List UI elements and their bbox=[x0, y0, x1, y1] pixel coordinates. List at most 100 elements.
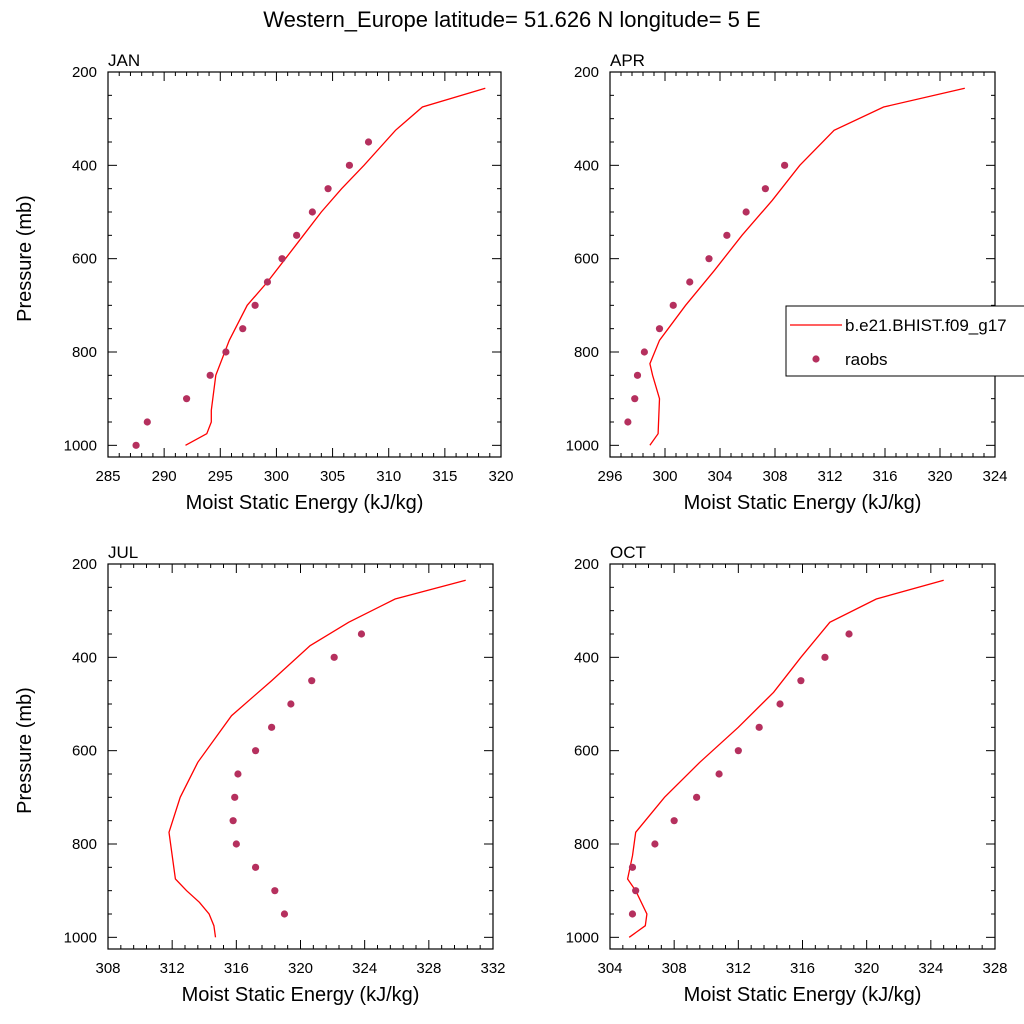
raobs-point bbox=[278, 255, 286, 263]
x-tick-label: 324 bbox=[918, 960, 943, 977]
legend-entry-model: b.e21.BHIST.f09_g17 bbox=[845, 316, 1007, 335]
plot-area bbox=[168, 579, 466, 938]
raobs-point bbox=[234, 770, 242, 778]
y-tick-label: 1000 bbox=[64, 929, 97, 946]
raobs-point bbox=[345, 161, 354, 169]
y-tick-label: 200 bbox=[574, 64, 599, 81]
x-tick-label: 332 bbox=[480, 960, 505, 977]
raobs-point bbox=[655, 325, 664, 333]
chart-panel-oct: OCT 304 308 312 316 320 324 328 200 400 600 800 1000… bbox=[566, 543, 1008, 1006]
model-series-line bbox=[626, 579, 944, 938]
raobs-point bbox=[715, 770, 723, 778]
x-tick-label: 312 bbox=[160, 960, 185, 977]
legend-entry-raobs: raobs bbox=[845, 350, 888, 369]
y-axis-title: Pressure (mb) bbox=[14, 195, 36, 322]
raobs-point bbox=[776, 700, 784, 708]
y-tick-label: 1000 bbox=[566, 929, 599, 946]
raobs-point bbox=[357, 630, 366, 638]
raobs-point bbox=[251, 863, 260, 871]
raobs-point bbox=[640, 348, 648, 356]
chart-panel-apr: APR 296 300 304 308 312 316 320 324 200 400 600 800 1… bbox=[566, 51, 1024, 514]
x-tick-label: 312 bbox=[726, 960, 751, 977]
y-tick-label: 400 bbox=[574, 157, 599, 174]
y-tick-label: 200 bbox=[72, 556, 97, 573]
x-tick-label: 300 bbox=[264, 468, 289, 485]
raobs-point bbox=[263, 278, 272, 286]
raobs-point bbox=[633, 371, 642, 379]
model-series-line bbox=[185, 87, 486, 446]
x-tick-label: 308 bbox=[762, 468, 787, 485]
y-tick-label: 600 bbox=[72, 743, 97, 760]
raobs-point bbox=[651, 840, 659, 848]
x-tick-label: 328 bbox=[982, 960, 1007, 977]
x-tick-label: 320 bbox=[927, 468, 952, 485]
raobs-point bbox=[845, 630, 853, 638]
y-tick-label: 800 bbox=[72, 836, 97, 853]
raobs-point bbox=[222, 348, 230, 356]
plot-frame bbox=[609, 71, 996, 458]
plot-frame bbox=[107, 563, 494, 950]
raobs-point bbox=[761, 185, 769, 193]
raobs-point bbox=[631, 395, 639, 403]
x-tick-label: 320 bbox=[288, 960, 313, 977]
x-tick-label: 324 bbox=[982, 468, 1007, 485]
x-tick-label: 300 bbox=[652, 468, 677, 485]
raobs-point bbox=[251, 301, 259, 309]
raobs-point bbox=[797, 677, 805, 685]
raobs-point bbox=[239, 325, 247, 333]
y-tick-label: 600 bbox=[72, 251, 97, 268]
raobs-point bbox=[693, 793, 701, 801]
raobs-point bbox=[324, 185, 332, 193]
raobs-point bbox=[628, 863, 637, 871]
y-tick-label: 1000 bbox=[566, 437, 599, 454]
chart-panel-jan: JAN 285 290 295 300 305 310 315 320 200 400 600 800 1… bbox=[14, 51, 514, 514]
x-tick-label: 304 bbox=[597, 960, 622, 977]
x-axis-title: Moist Static Energy (kJ/kg) bbox=[684, 984, 922, 1006]
raobs-point bbox=[632, 887, 640, 895]
raobs-point bbox=[742, 208, 750, 216]
y-tick-label: 200 bbox=[574, 556, 599, 573]
y-tick-label: 800 bbox=[574, 344, 599, 361]
raobs-point bbox=[330, 653, 338, 661]
y-tick-label: 200 bbox=[72, 64, 97, 81]
legend-box bbox=[785, 305, 1024, 377]
raobs-point bbox=[821, 653, 829, 661]
raobs-point bbox=[308, 208, 316, 216]
raobs-point bbox=[231, 793, 239, 801]
x-tick-label: 316 bbox=[790, 960, 815, 977]
panel-label: JAN bbox=[108, 51, 140, 70]
x-axis-title: Moist Static Energy (kJ/kg) bbox=[186, 492, 424, 514]
raobs-point bbox=[268, 723, 276, 731]
chart-panel-jul: JUL 308 312 316 320 324 328 332 200 400 600 800 1000… bbox=[14, 543, 506, 1006]
raobs-point bbox=[705, 255, 713, 263]
x-tick-label: 308 bbox=[662, 960, 687, 977]
x-tick-label: 320 bbox=[488, 468, 513, 485]
raobs-point bbox=[734, 747, 742, 755]
x-tick-label: 316 bbox=[872, 468, 897, 485]
x-tick-label: 304 bbox=[707, 468, 732, 485]
legend-marker-swatch bbox=[812, 355, 820, 363]
plot-area bbox=[624, 87, 965, 446]
plot-frame bbox=[609, 563, 996, 950]
x-tick-label: 320 bbox=[854, 960, 879, 977]
raobs-point bbox=[686, 278, 694, 286]
panel-label: APR bbox=[610, 51, 645, 70]
y-tick-label: 400 bbox=[574, 649, 599, 666]
raobs-point bbox=[624, 418, 632, 426]
x-tick-label: 308 bbox=[95, 960, 120, 977]
y-tick-label: 1000 bbox=[64, 437, 97, 454]
raobs-point bbox=[183, 395, 191, 403]
x-axis-title: Moist Static Energy (kJ/kg) bbox=[684, 492, 922, 514]
y-tick-label: 600 bbox=[574, 251, 599, 268]
x-tick-label: 328 bbox=[416, 960, 441, 977]
raobs-point bbox=[280, 910, 289, 918]
x-tick-label: 296 bbox=[597, 468, 622, 485]
plot-area bbox=[626, 579, 944, 938]
x-tick-label: 324 bbox=[352, 960, 377, 977]
x-tick-label: 316 bbox=[224, 960, 249, 977]
panel-label: OCT bbox=[610, 543, 646, 562]
y-tick-label: 400 bbox=[72, 157, 97, 174]
y-axis-title: Pressure (mb) bbox=[14, 687, 36, 814]
raobs-point bbox=[364, 138, 373, 146]
